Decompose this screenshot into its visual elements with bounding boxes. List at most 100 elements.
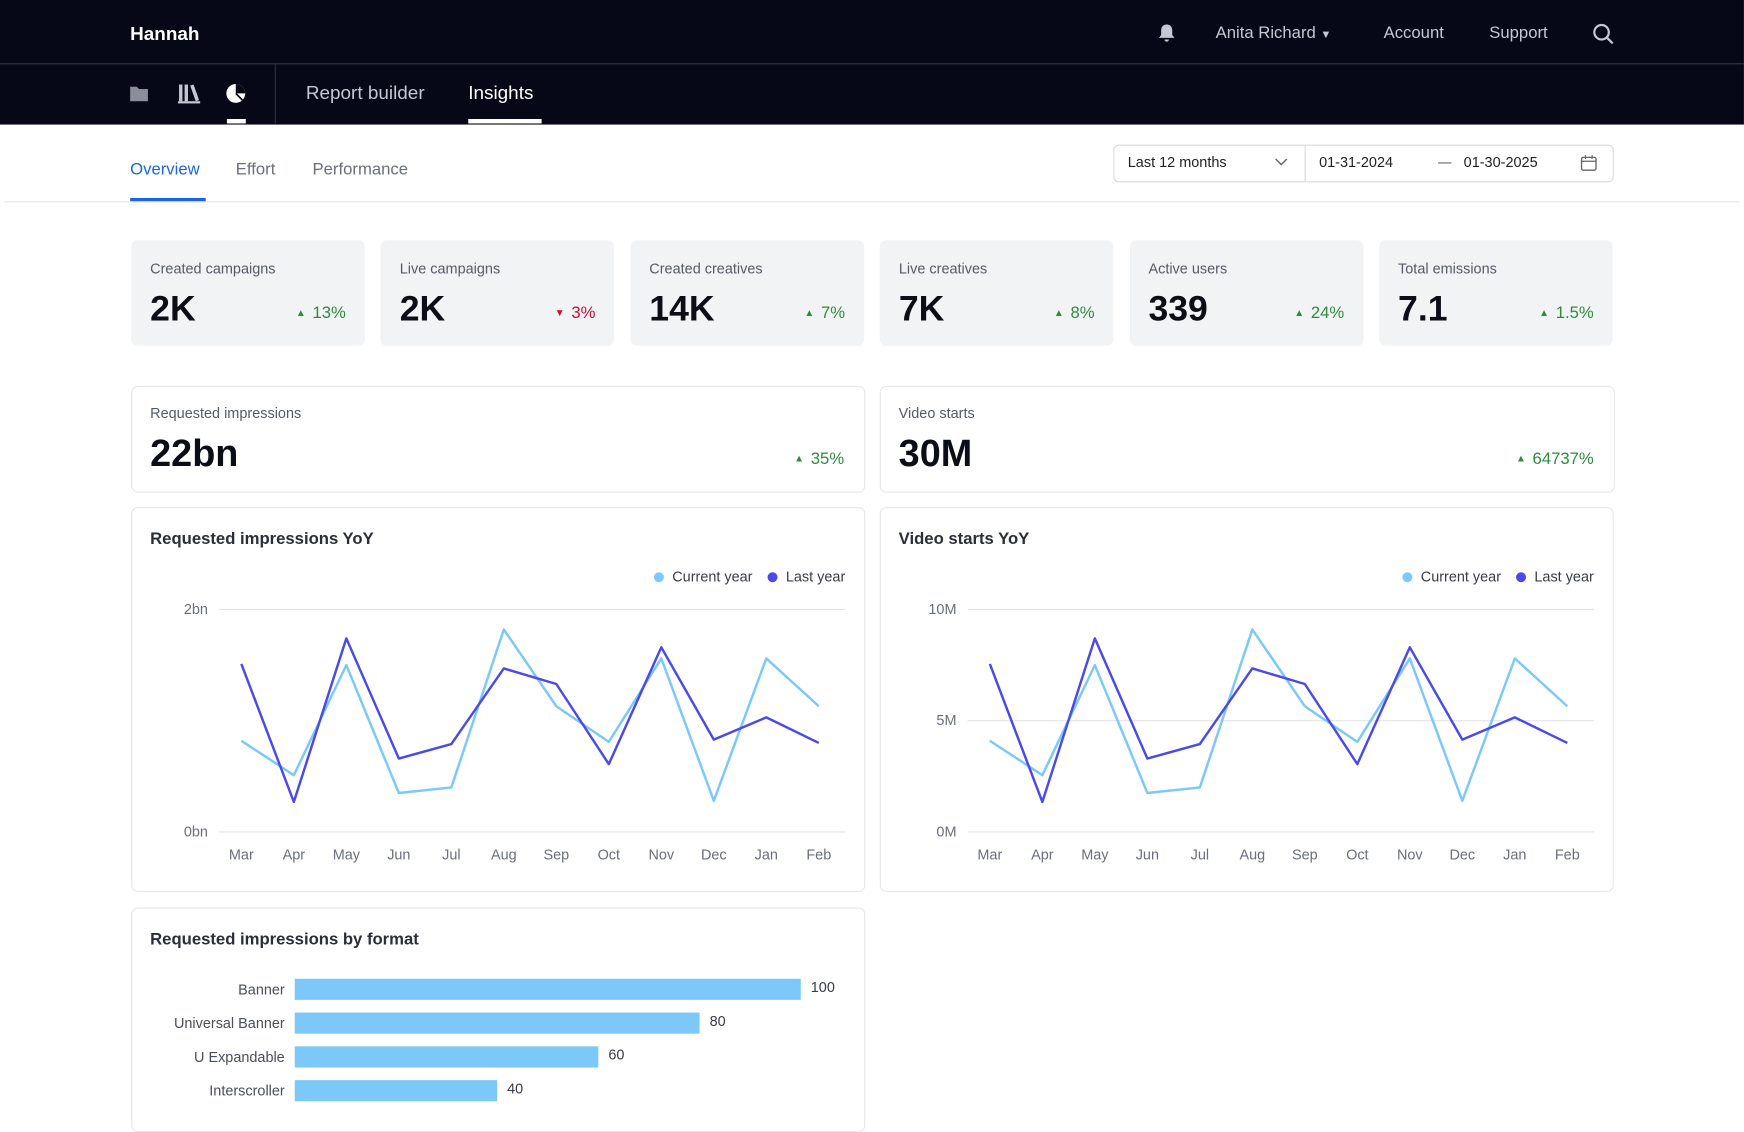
legend-label: Last year [786,570,846,586]
change-value: 7% [820,303,846,323]
kpi-label: Live campaigns [399,260,501,277]
kpi-value: 22bn [150,432,239,475]
subnav-link[interactable]: Report builder [305,82,425,104]
x-tick-label: Jan [1503,848,1526,864]
nav-link[interactable]: Account [1383,23,1444,43]
x-tick-label: Sep [1292,848,1318,864]
kpi-value: 30M [898,432,973,475]
kpi-change: ▲ 13% [296,304,346,323]
category-label: Banner [238,982,285,998]
line-series [240,637,820,804]
category-label: Interscroller [209,1084,285,1100]
value-label: 60 [608,1048,624,1064]
y-tick-label: 2bn [184,602,208,618]
calendar-icon[interactable] [1580,155,1597,172]
bar [294,1046,599,1068]
change-value: 1.5% [1555,303,1594,323]
active-underline [468,119,542,124]
kpi-label: Created campaigns [150,260,276,277]
start-date[interactable]: 01-31-2024 [1319,153,1394,171]
kpi-value: 7.1 [1398,288,1448,329]
kpi-label: Created creatives [649,260,763,277]
x-tick-label: Oct [598,848,620,864]
big-kpi-card [879,385,1615,493]
x-tick-label: Dec [1449,848,1475,864]
user-menu[interactable]: Anita Richard ▼ [1215,23,1332,43]
kpi-card [879,240,1114,346]
tab[interactable]: Effort [235,160,276,180]
trend-arrow: ▲ [1539,306,1550,319]
legend-label: Current year [1421,570,1501,586]
kpi-card [1129,240,1364,346]
change-value: 13% [312,303,346,323]
x-tick-label: Mar [229,848,254,864]
legend-swatch [1402,572,1413,583]
date-filter[interactable] [1113,144,1614,183]
trend-arrow: ▲ [804,306,815,319]
category-label: Universal Banner [174,1016,285,1032]
legend-swatch [653,572,664,583]
user-name[interactable]: Anita Richard [1215,23,1316,43]
bell-icon[interactable] [1157,23,1177,43]
kpi-change: ▲ 8% [1054,304,1095,323]
line-series [240,628,820,803]
x-tick-label: Jun [1136,848,1159,864]
chart-card [879,507,1614,892]
kpi-change: ▲ 7% [804,304,845,323]
x-tick-label: Feb [806,848,831,864]
kpi-change: ▲ 64737% [1516,449,1594,468]
dash [1438,162,1452,164]
x-tick-label: Jul [1191,848,1209,864]
subnav-link-active[interactable]: Insights [468,82,534,104]
brand: Hannah [130,23,200,45]
search-icon[interactable] [1593,23,1614,45]
chart-title: Requested impressions YoY [150,529,374,548]
legend-label: Last year [1534,570,1594,586]
nav-link[interactable]: Support [1489,23,1548,43]
value-label: 80 [710,1014,726,1030]
top-bar [0,0,1744,64]
bar [294,1080,498,1102]
trend-arrow: ▼ [554,306,565,319]
change-value: 64737% [1532,449,1594,469]
y-tick-label: 0bn [184,824,208,840]
range-select[interactable]: Last 12 months [1127,153,1227,171]
tab-active[interactable]: Overview [130,160,200,180]
kpi-change: ▲ 24% [1294,304,1344,323]
chart-title: Video starts YoY [899,529,1030,548]
x-tick-label: Sep [543,848,569,864]
kpi-change: ▲ 35% [794,449,844,468]
kpi-card [380,240,615,346]
kpi-value: 14K [649,288,715,329]
divider [1304,145,1306,182]
y-tick-label: 0M [936,824,956,840]
kpi-label: Requested impressions [150,404,302,422]
legend-label: Current year [672,570,752,586]
line-series [988,637,1568,804]
end-date[interactable]: 01-30-2025 [1463,153,1538,171]
divider [4,201,1740,203]
x-tick-label: Jun [387,848,410,864]
value-label: 100 [811,980,835,996]
kpi-label: Total emissions [1398,260,1497,277]
legend-swatch [767,572,778,583]
divider [274,64,276,124]
trend-arrow: ▲ [794,452,805,464]
x-tick-label: Nov [648,848,674,864]
kpi-label: Video starts [898,404,975,422]
x-tick-label: Jul [442,848,460,864]
trend-arrow: ▲ [1515,452,1526,464]
kpi-value: 2K [150,288,196,329]
kpi-value: 2K [399,288,446,329]
change-value: 24% [1310,303,1345,323]
app-icons[interactable] [129,83,251,127]
kpi-change: ▼ 3% [555,304,596,323]
x-tick-label: May [1081,848,1109,864]
change-value: 3% [571,303,596,323]
trend-arrow: ▲ [1294,306,1305,319]
category-label: U Expandable [194,1050,285,1066]
tab[interactable]: Performance [312,160,409,180]
y-tick-label: 10M [928,602,956,618]
